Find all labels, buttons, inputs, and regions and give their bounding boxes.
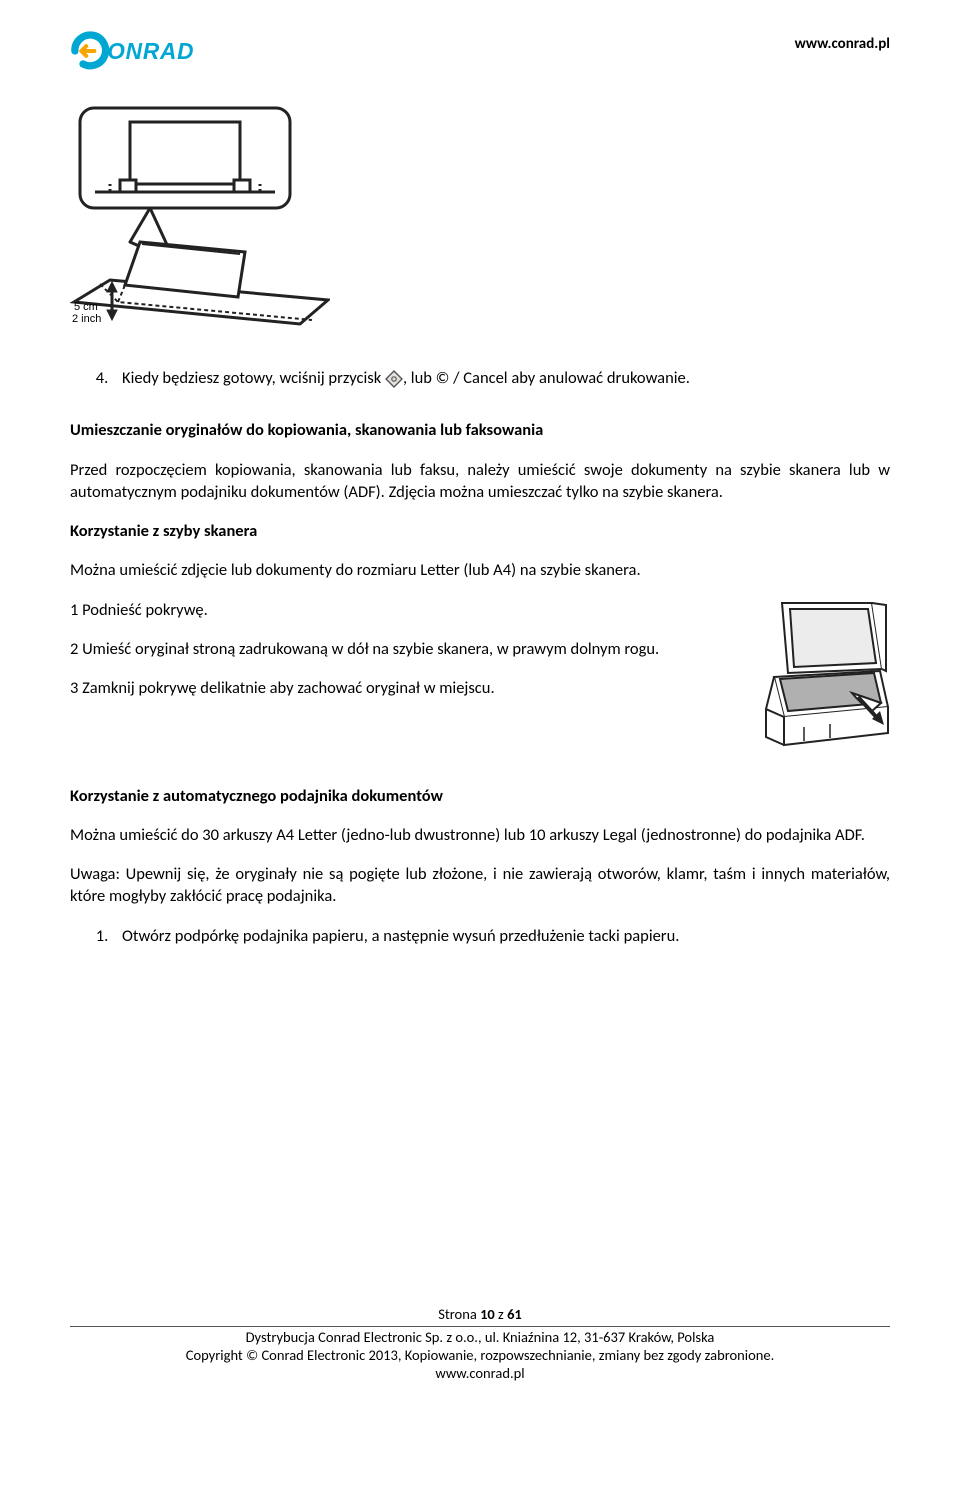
page-footer: Strona 10 z 61 Dystrybucja Conrad Electr… — [70, 1305, 890, 1382]
footer-url: www.conrad.pl — [70, 1364, 890, 1382]
conrad-logo: ONRAD — [70, 30, 240, 72]
ordered-list-step4: Kiedy będziesz gotowy, wciśnij przycisk … — [70, 367, 890, 389]
adf-usage-title: Korzystanie z automatycznego podajnika d… — [70, 785, 890, 807]
step4-text-after: , lub © / Cancel aby anulować drukowanie… — [403, 368, 690, 388]
adf-step-1: Otwórz podpórkę podajnika papieru, a nas… — [112, 925, 890, 947]
adf-usage-body: Można umieścić do 30 arkuszy A4 Letter (… — [70, 824, 890, 846]
svg-text:ONRAD: ONRAD — [107, 38, 194, 64]
page-total: 61 — [507, 1305, 522, 1323]
scanner-glass-diagram — [760, 599, 890, 749]
start-button-icon — [385, 370, 403, 388]
step4-text-before: Kiedy będziesz gotowy, wciśnij przycisk — [122, 368, 385, 388]
header-url: www.conrad.pl — [795, 35, 890, 53]
glass-usage-title: Korzystanie z szyby skanera — [70, 520, 890, 542]
footer-divider — [70, 1326, 890, 1327]
section-body-placing-originals: Przed rozpoczęciem kopiowania, skanowani… — [70, 459, 890, 504]
page-of: z — [495, 1305, 507, 1323]
step-4: Kiedy będziesz gotowy, wciśnij przycisk … — [112, 367, 890, 389]
page-header: ONRAD www.conrad.pl — [70, 30, 890, 72]
ordered-list-adf-steps: Otwórz podpórkę podajnika papieru, a nas… — [70, 925, 890, 947]
page-label-prefix: Strona — [438, 1305, 480, 1323]
adf-label-inch: 2 inch — [72, 313, 101, 325]
page-number: Strona 10 z 61 — [70, 1305, 890, 1323]
adf-warning: Uwaga: Upewnij się, że oryginały nie są … — [70, 863, 890, 908]
glass-usage-body: Można umieścić zdjęcie lub dokumenty do … — [70, 559, 890, 581]
section-title-placing-originals: Umieszczanie oryginałów do kopiowania, s… — [70, 419, 890, 441]
footer-address: Dystrybucja Conrad Electronic Sp. z o.o.… — [70, 1328, 890, 1346]
footer-copyright: Copyright © Conrad Electronic 2013, Kopi… — [70, 1346, 890, 1364]
glass-steps-block: 1 Podnieść pokrywę. 2 Umieść oryginał st… — [70, 599, 890, 755]
page-current: 10 — [480, 1305, 495, 1323]
adf-label-cm: 5 cm — [74, 301, 98, 313]
adf-tray-diagram: 5 cm 2 inch — [70, 102, 330, 337]
